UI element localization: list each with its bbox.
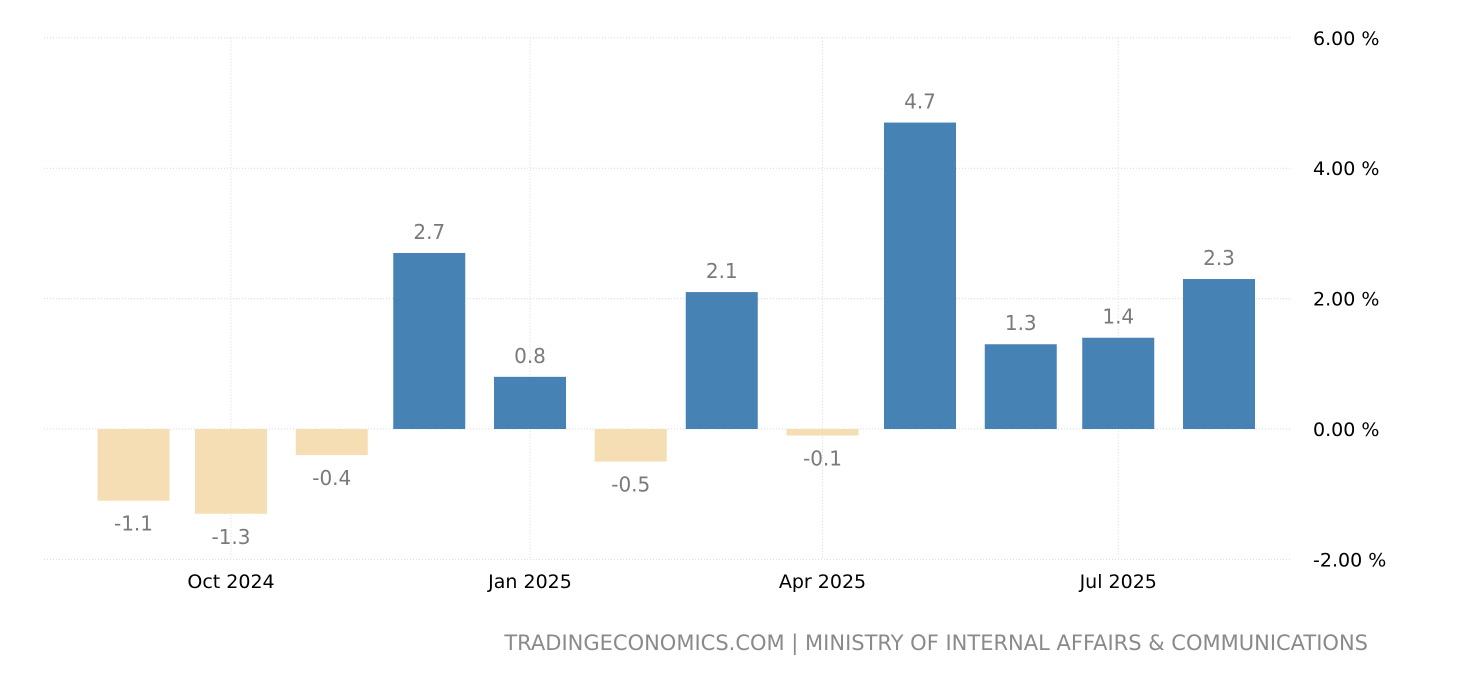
data-label: -1.3 bbox=[211, 525, 250, 549]
data-labels: -1.1 -1.3 -0.4 2.7 0.8 -0.5 2.1 -0.1 4.7 1.3 1.4 2.… bbox=[114, 90, 1235, 549]
bar bbox=[494, 376, 566, 429]
bar bbox=[393, 252, 466, 429]
bar bbox=[1183, 279, 1255, 429]
bar bbox=[1082, 337, 1155, 429]
data-label: 1.4 bbox=[1102, 305, 1134, 329]
x-axis: Oct 2024 Jan 2025 Apr 2025 Jul 2025 bbox=[187, 571, 1157, 593]
data-label: -0.1 bbox=[803, 447, 842, 471]
bar bbox=[295, 429, 368, 456]
bar bbox=[786, 429, 859, 436]
data-label: 2.3 bbox=[1203, 246, 1235, 270]
x-tick-label: Jul 2025 bbox=[1079, 571, 1157, 593]
data-label: 4.7 bbox=[904, 90, 936, 114]
data-label: -0.4 bbox=[312, 466, 351, 490]
y-axis: 6.00 % 4.00 % 2.00 % 0.00 % -2.00 % bbox=[1313, 28, 1386, 572]
x-tick-label: Apr 2025 bbox=[779, 571, 866, 593]
x-tick-label: Oct 2024 bbox=[187, 571, 274, 593]
bars bbox=[97, 122, 1255, 514]
bar bbox=[594, 429, 667, 462]
data-label: -1.1 bbox=[114, 512, 153, 536]
y-tick-label: 4.00 % bbox=[1313, 158, 1379, 180]
data-label: 1.3 bbox=[1005, 311, 1037, 335]
data-label: 0.8 bbox=[514, 344, 546, 368]
y-tick-label: 6.00 % bbox=[1313, 28, 1379, 50]
y-tick-label: 0.00 % bbox=[1313, 419, 1379, 441]
source-credit: TRADINGECONOMICS.COM | MINISTRY OF INTER… bbox=[503, 631, 1368, 656]
bar bbox=[97, 429, 170, 501]
bar bbox=[195, 429, 267, 514]
y-tick-label: 2.00 % bbox=[1313, 289, 1379, 311]
x-tick-label: Jan 2025 bbox=[487, 571, 572, 593]
data-label: 2.7 bbox=[413, 220, 445, 244]
y-tick-label: -2.00 % bbox=[1313, 549, 1386, 571]
bar bbox=[984, 344, 1057, 429]
bar bbox=[685, 292, 758, 429]
data-label: 2.1 bbox=[706, 259, 738, 283]
bar bbox=[884, 122, 956, 429]
data-label: -0.5 bbox=[611, 473, 650, 497]
